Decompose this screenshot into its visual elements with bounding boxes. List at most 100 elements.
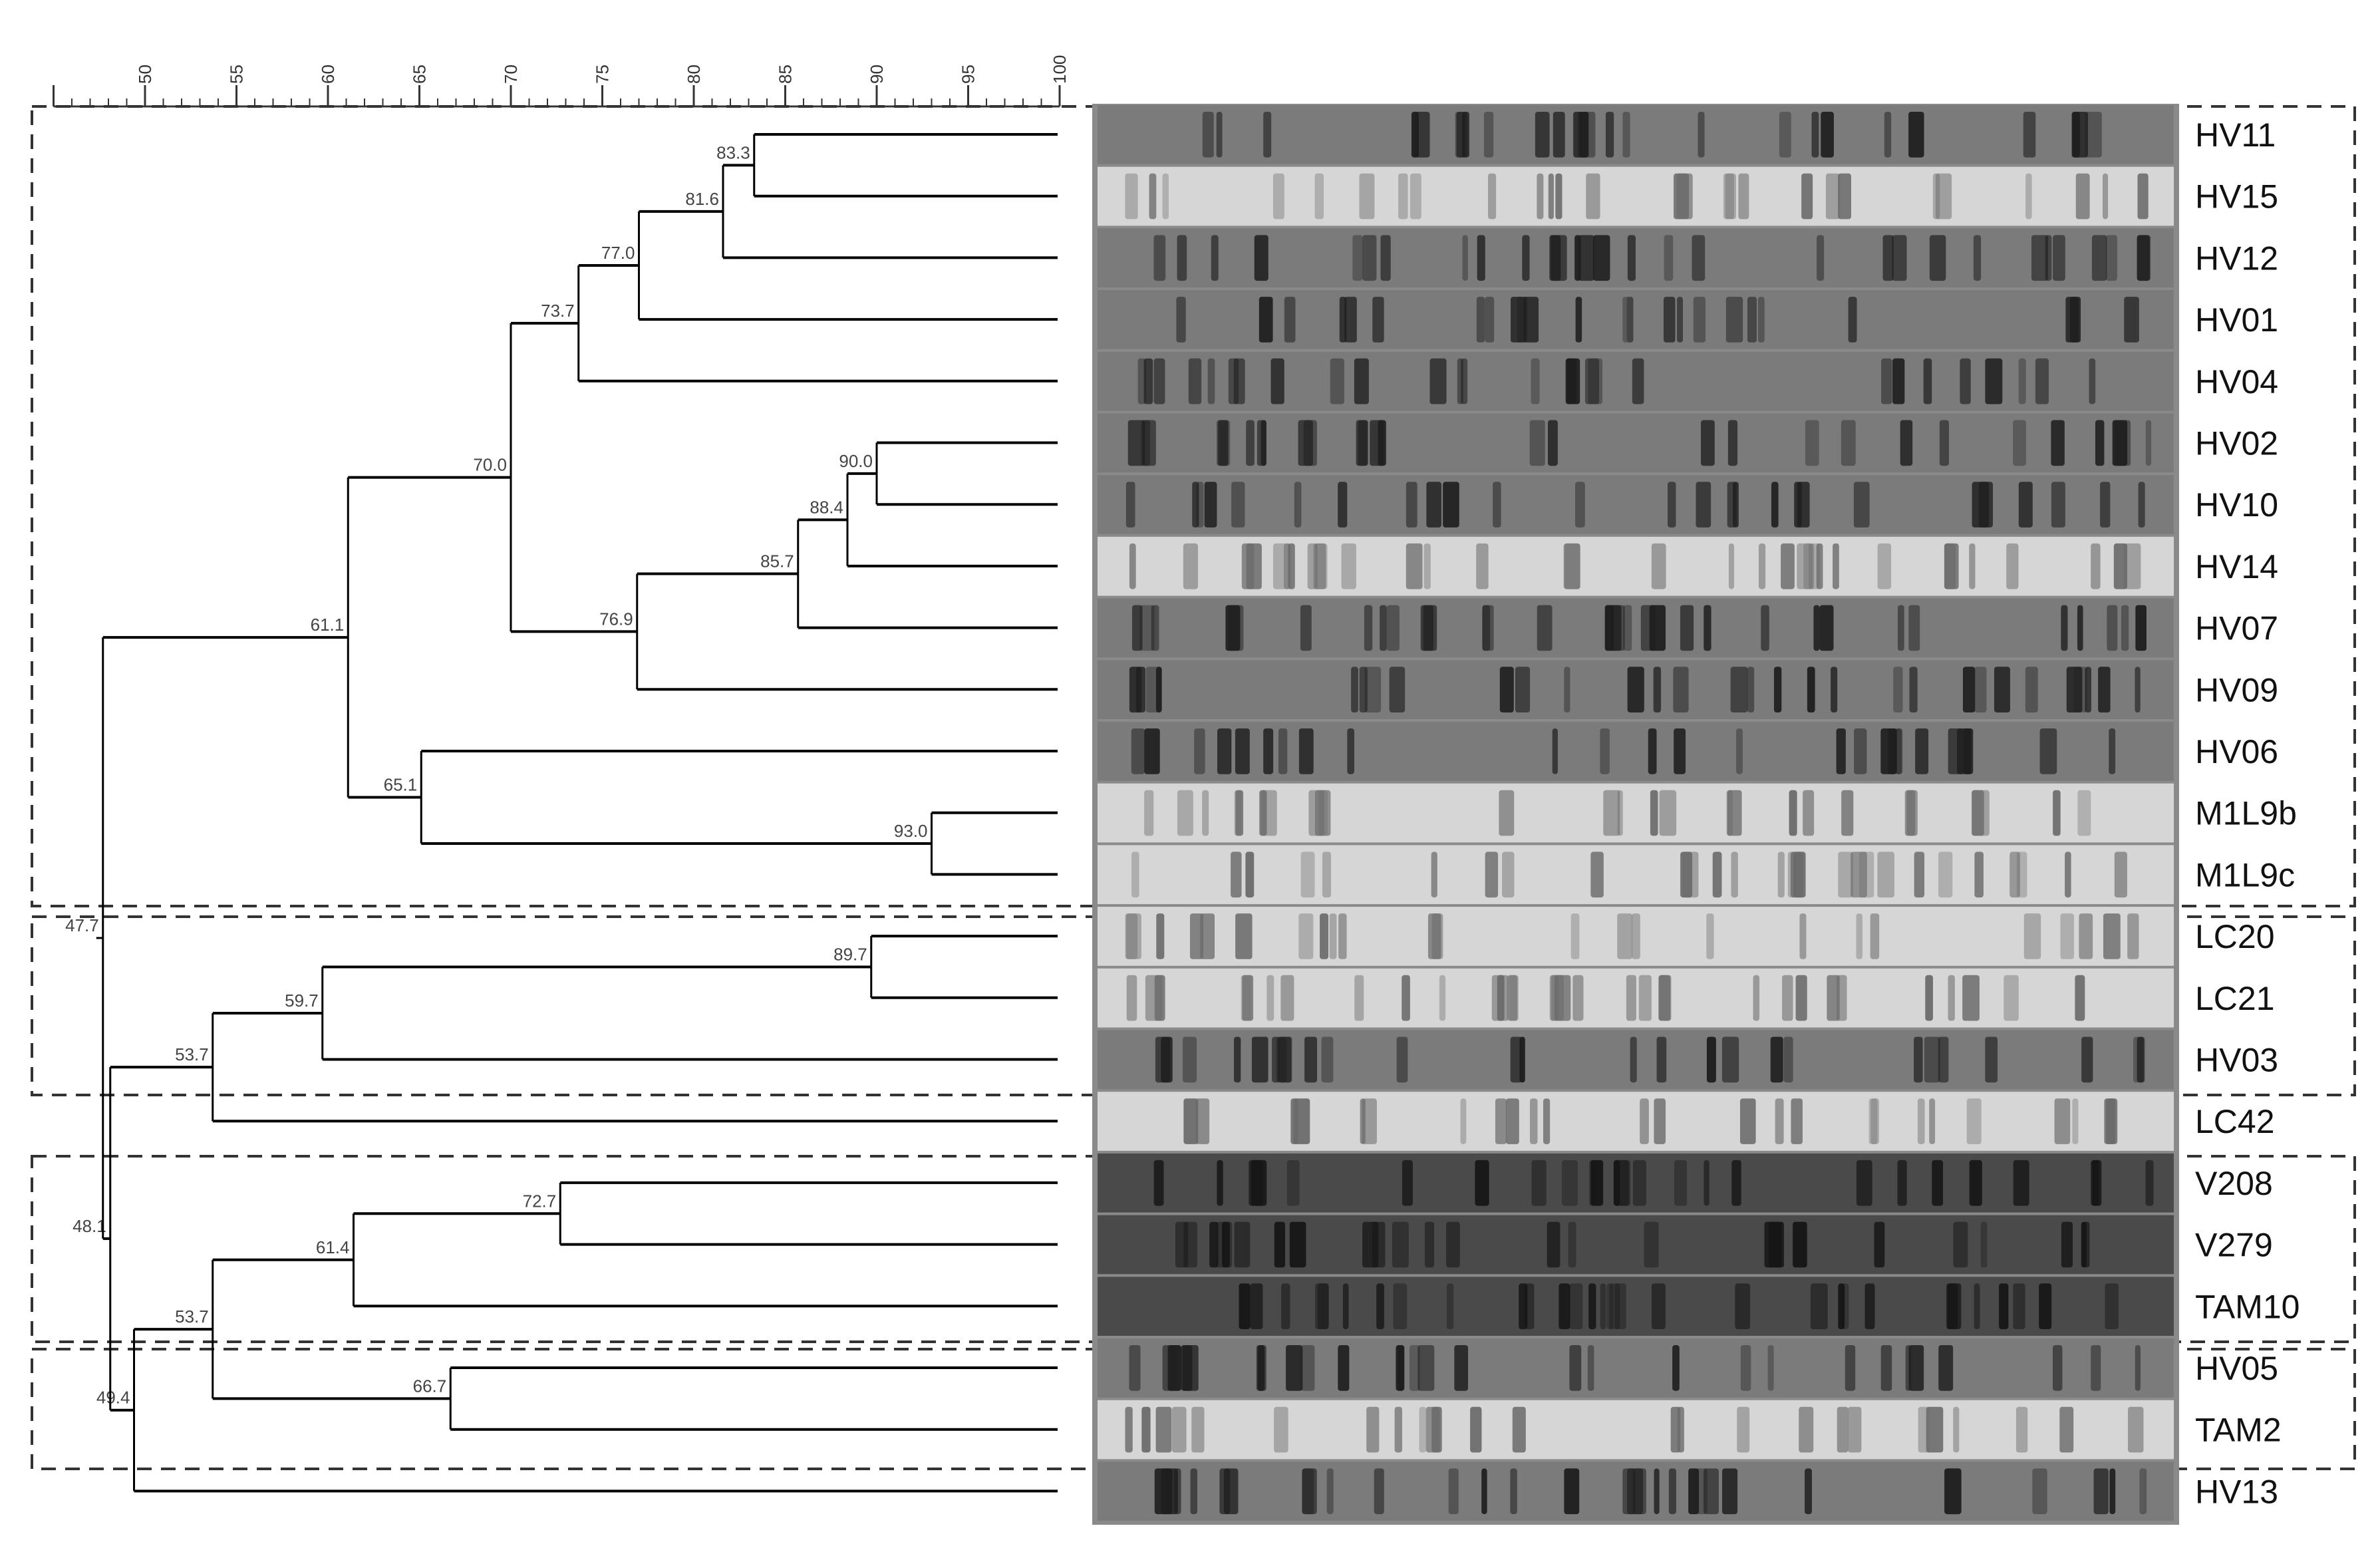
gel-band — [1354, 975, 1364, 1021]
gel-band — [1819, 605, 1834, 651]
gel-band — [1535, 112, 1550, 158]
gel-band — [1417, 1345, 1435, 1391]
gel-band — [1341, 543, 1356, 589]
gel-band — [2133, 1036, 2145, 1083]
gel-band — [1322, 852, 1332, 898]
gel-band — [1515, 667, 1531, 712]
gel-band — [1793, 852, 1806, 898]
gel-band — [1939, 420, 1949, 466]
gel-band — [1900, 420, 1913, 466]
gel-lane — [1098, 845, 2174, 905]
gel-band — [1217, 728, 1232, 774]
gel-band — [1574, 482, 1585, 528]
gel-band — [1142, 420, 1151, 466]
gel-band — [1298, 728, 1314, 774]
gel-band — [1771, 482, 1779, 528]
gel-band — [2023, 913, 2041, 959]
gel-band — [2054, 1098, 2071, 1144]
gel-band — [1423, 543, 1431, 589]
gel-band — [1906, 790, 1918, 836]
gel-band — [1805, 1468, 1812, 1515]
gel-band — [1775, 1098, 1784, 1144]
gel-band — [2065, 852, 2071, 898]
gel-band — [1590, 1160, 1604, 1206]
gel-band — [1488, 173, 1497, 220]
scale-label: 90 — [867, 65, 887, 84]
gel-band — [1143, 358, 1153, 404]
gel-band — [1177, 235, 1187, 281]
gel-band — [1497, 975, 1505, 1021]
gel-band — [2145, 420, 2152, 466]
gel-band — [1761, 605, 1769, 651]
gel-band — [1559, 1283, 1570, 1329]
gel-band — [1779, 112, 1791, 158]
gel-band — [2109, 728, 2116, 774]
gel-band — [2061, 605, 2068, 651]
gel-band — [1570, 913, 1580, 959]
gel-band — [1548, 173, 1554, 220]
gel-band — [1622, 297, 1634, 343]
gel-band — [1192, 482, 1199, 528]
gel-band — [1227, 605, 1244, 651]
gel-band — [1317, 1283, 1329, 1329]
gel-band — [1874, 1221, 1885, 1268]
gel-lane — [1098, 536, 2174, 596]
gel-band — [2013, 1160, 2029, 1206]
gel-band — [1623, 605, 1632, 651]
gel-band — [1274, 1406, 1288, 1453]
gel-band — [1953, 1406, 1960, 1453]
gel-band — [1736, 728, 1743, 774]
gel-band — [1314, 173, 1324, 220]
gel-band — [1651, 1283, 1666, 1329]
gel-band — [1234, 1221, 1251, 1268]
gel-band — [1330, 358, 1344, 404]
gel-band — [2018, 482, 2033, 528]
gel-band — [1588, 1283, 1596, 1329]
gel-band — [1233, 358, 1245, 404]
gel-band — [1978, 482, 1994, 528]
gel-lane — [1098, 1338, 2174, 1398]
gel-band — [1300, 605, 1312, 651]
gel-band — [1935, 173, 1952, 220]
gel-band — [1807, 667, 1815, 712]
gel-band — [1929, 235, 1946, 281]
gel-band — [1519, 1036, 1525, 1083]
gel-band — [1562, 1160, 1578, 1206]
gel-band — [1386, 605, 1400, 651]
gel-band — [2091, 1345, 2101, 1391]
gel-band — [1175, 1221, 1189, 1268]
scale-label: 80 — [684, 65, 704, 84]
strain-label: HV05 — [2195, 1350, 2278, 1387]
gel-band — [1129, 1345, 1141, 1391]
gel-band — [1799, 1406, 1814, 1453]
gel-band — [2077, 790, 2091, 836]
gel-band — [1222, 1221, 1230, 1268]
gel-band — [1393, 1283, 1408, 1329]
gel-band — [1587, 1345, 1594, 1391]
gel-band — [1692, 235, 1706, 281]
gel-lane — [1098, 722, 2174, 781]
gel-band — [1789, 790, 1797, 836]
gel-band — [1622, 112, 1630, 158]
gel-band — [2139, 1468, 2147, 1515]
gel-band — [1668, 482, 1676, 528]
gel-band — [1274, 1221, 1286, 1268]
gel-band — [2075, 173, 2090, 220]
gel-band — [1837, 1406, 1849, 1453]
gel-band — [1162, 1345, 1177, 1391]
gel-band — [1797, 482, 1810, 528]
gel-band — [2113, 543, 2127, 589]
dendrogram-tree: 83.3 81.6 77.0 73.7 90.0 88.4 85.7 76.9 70.0 93.0… — [65, 133, 1058, 1493]
gel-band — [1932, 173, 1940, 220]
gel-band — [1204, 482, 1217, 528]
gel-band — [1659, 975, 1672, 1021]
gel-band — [1217, 420, 1229, 466]
gel-band — [2123, 543, 2141, 589]
gel-band — [1725, 297, 1743, 343]
gel-band — [1137, 358, 1147, 404]
gel-band — [1929, 1098, 1936, 1144]
gel-band — [1531, 358, 1540, 404]
gel-band — [1758, 543, 1766, 589]
gel-band — [1915, 728, 1929, 774]
gel-band — [1131, 728, 1145, 774]
